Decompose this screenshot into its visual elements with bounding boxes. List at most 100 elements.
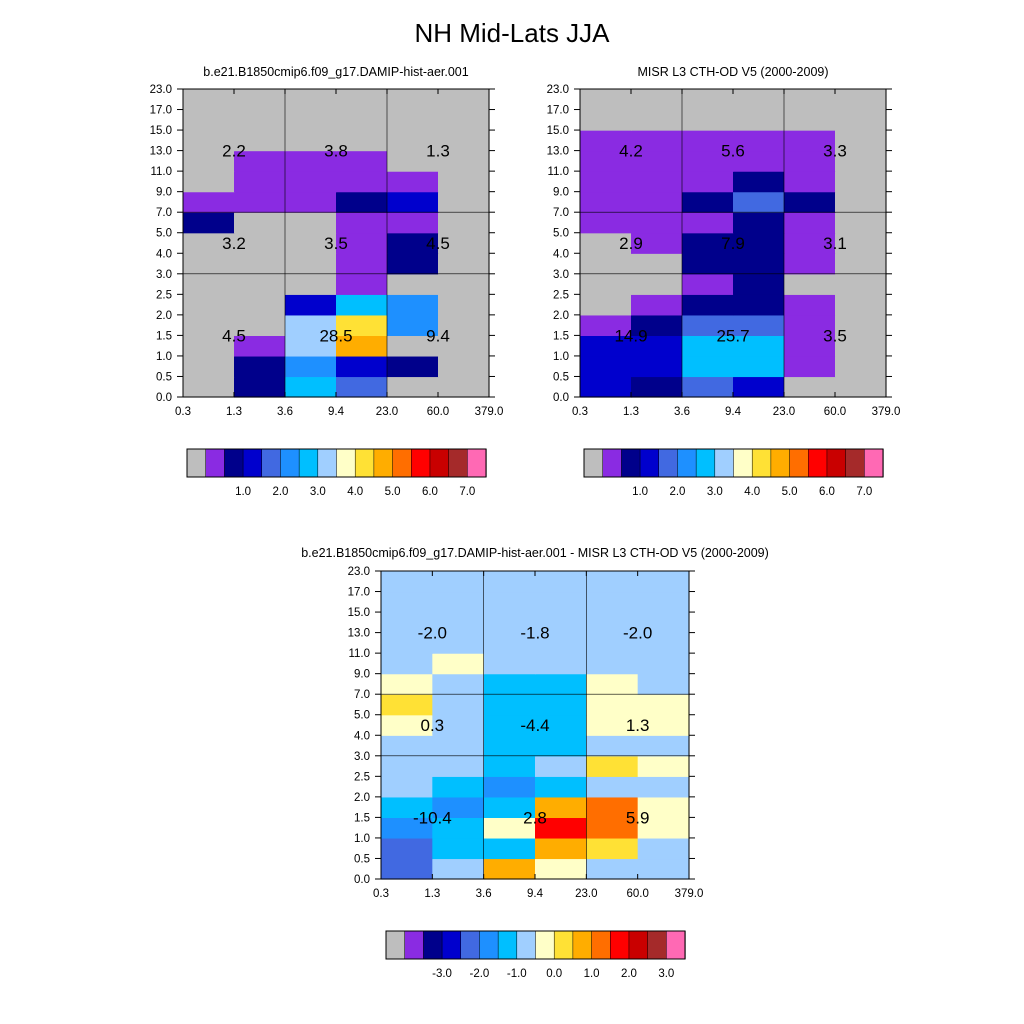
heatmap-cell <box>432 714 485 736</box>
heatmap-cell <box>586 776 639 798</box>
heatmap-cell <box>387 355 439 378</box>
heatmap-cell <box>637 653 690 675</box>
heatmap-cell <box>733 335 785 357</box>
heatmap-cell <box>387 89 439 111</box>
x-tick-label: 379.0 <box>872 406 901 418</box>
colorbar-swatch <box>610 930 630 960</box>
heatmap-cell <box>835 376 887 398</box>
colorbar-swatch <box>714 448 735 478</box>
colorbar-label: 1.0 <box>584 968 600 980</box>
y-tick-label: 0.0 <box>156 392 172 404</box>
heatmap-cell <box>535 817 587 839</box>
heatmap-cell <box>631 89 683 111</box>
heatmap-cell <box>336 294 388 316</box>
heatmap-cell <box>682 130 734 152</box>
y-tick-label: 1.0 <box>156 351 172 363</box>
heatmap-cell <box>535 694 587 716</box>
heatmap-cell <box>483 591 536 613</box>
heatmap-cell <box>381 755 433 777</box>
y-tick-label: 1.0 <box>354 833 370 845</box>
heatmap-cell <box>336 314 388 336</box>
colorbar-swatch <box>789 448 809 478</box>
y-tick-label: 0.0 <box>553 392 569 404</box>
heatmap-cell <box>381 632 433 654</box>
heatmap-cell <box>835 89 887 111</box>
colorbar-label: -1.0 <box>507 968 527 980</box>
heatmap-cell <box>387 171 439 193</box>
colorbar-label: 5.0 <box>782 486 798 498</box>
heatmap-cell <box>535 612 587 634</box>
x-tick-label: 379.0 <box>475 406 504 418</box>
heatmap-cell <box>381 591 433 613</box>
heatmap-cell <box>336 253 388 275</box>
y-tick-label: 13.0 <box>348 628 370 640</box>
y-tick-label: 13.0 <box>150 146 172 158</box>
heatmap-cell <box>586 591 639 613</box>
x-tick-label: 9.4 <box>328 406 345 418</box>
model-panel: b.e21.B1850cmip6.f09_g17.DAMIP-hist-aer.… <box>150 65 504 498</box>
heatmap-cell <box>733 212 785 234</box>
x-tick-label: 1.3 <box>226 406 242 418</box>
colorbar-swatch <box>423 930 443 960</box>
heatmap-cell <box>183 335 235 357</box>
heatmap-cell <box>784 150 836 172</box>
heatmap-cell <box>483 694 536 716</box>
heatmap-cell <box>784 273 836 295</box>
x-tick-label: 23.0 <box>376 406 398 418</box>
colorbar-swatch <box>808 448 828 478</box>
heatmap-cell <box>835 232 887 254</box>
heatmap-cell <box>336 232 388 254</box>
heatmap-cell <box>733 376 785 398</box>
heatmap-cell <box>432 735 485 757</box>
heatmap-cell <box>285 130 337 152</box>
heatmap-cell <box>586 755 639 777</box>
heatmap-cell <box>381 817 433 839</box>
heatmap-cell <box>387 376 439 398</box>
cell-annotation: 25.7 <box>716 326 749 345</box>
colorbar-swatch <box>280 448 300 478</box>
heatmap-cell <box>336 171 388 193</box>
y-tick-label: 17.0 <box>150 105 172 117</box>
y-tick-label: 2.0 <box>553 310 569 322</box>
colorbar-swatch <box>441 930 462 960</box>
colorbar-swatch <box>411 448 431 478</box>
x-tick-label: 3.6 <box>277 406 293 418</box>
colorbar-label: 0.0 <box>546 968 562 980</box>
colorbar-swatch <box>429 448 450 478</box>
heatmap-cell <box>438 212 490 234</box>
heatmap-cell <box>580 273 632 295</box>
y-tick-label: 1.5 <box>553 330 569 342</box>
cell-annotation: 2.9 <box>619 234 643 253</box>
x-tick-label: 23.0 <box>575 888 597 900</box>
heatmap-cell <box>535 673 587 695</box>
heatmap-cell <box>381 612 433 634</box>
heatmap-cell <box>535 735 587 757</box>
y-tick-label: 11.0 <box>348 648 370 660</box>
y-tick-label: 0.5 <box>156 371 172 383</box>
y-tick-label: 1.5 <box>156 330 172 342</box>
heatmap-cell <box>183 171 235 193</box>
heatmap-cell <box>336 150 388 172</box>
heatmap-cell <box>387 212 439 234</box>
cell-annotation: 4.2 <box>619 142 643 161</box>
colorbar-swatch <box>647 930 667 960</box>
colorbar-swatch <box>385 930 406 960</box>
y-tick-label: 4.0 <box>553 248 569 260</box>
colorbar-swatch <box>205 448 226 478</box>
heatmap-cell <box>637 735 690 757</box>
heatmap-cell <box>438 335 490 357</box>
cell-annotation: 4.5 <box>426 234 450 253</box>
heatmap-cell <box>784 232 836 254</box>
heatmap-cell <box>733 109 785 131</box>
colorbar-label: 3.0 <box>707 486 723 498</box>
heatmap-cell <box>637 571 690 593</box>
heatmap-cell <box>682 212 734 234</box>
heatmap-cell <box>483 837 536 860</box>
colorbar-label: 1.0 <box>235 486 251 498</box>
heatmap-cell <box>835 150 887 172</box>
cell-annotation: -10.4 <box>413 808 452 827</box>
heatmap-cell <box>336 376 388 398</box>
heatmap-cell <box>483 796 536 818</box>
heatmap-cell <box>381 653 433 675</box>
cell-annotation: -4.4 <box>520 716 549 735</box>
